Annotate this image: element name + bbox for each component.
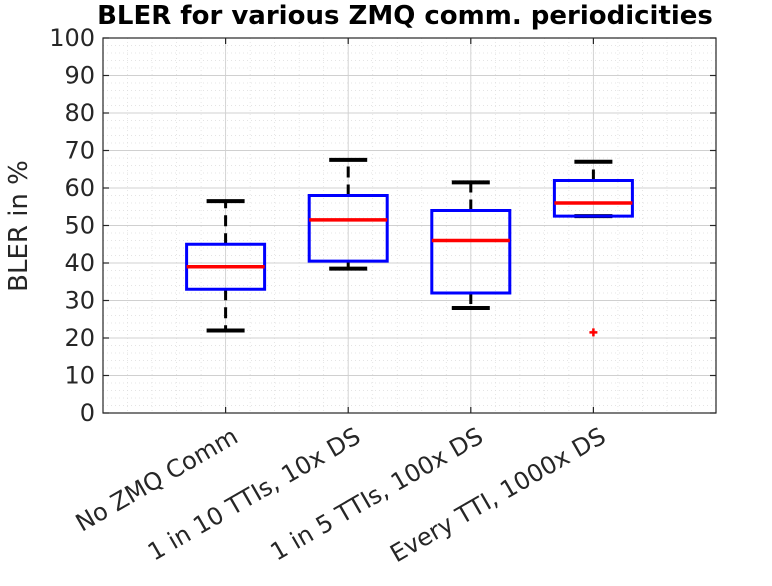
y-tick-label: 30 bbox=[64, 287, 95, 315]
box-iqr bbox=[430, 209, 512, 295]
y-tick-label: 90 bbox=[64, 62, 95, 90]
x-tick-label: 1 in 5 TTIs, 100x DS bbox=[266, 422, 488, 566]
box-iqr bbox=[552, 179, 634, 218]
x-tick-label: 1 in 10 TTIs, 10x DS bbox=[143, 422, 365, 566]
x-tick-label: Every TTI, 1000x DS bbox=[385, 422, 610, 568]
y-tick-label: 80 bbox=[64, 99, 95, 127]
y-tick-label: 20 bbox=[64, 324, 95, 352]
y-tick-label: 50 bbox=[64, 212, 95, 240]
y-tick-label: 0 bbox=[80, 399, 95, 427]
y-tick-label: 60 bbox=[64, 174, 95, 202]
box-iqr bbox=[307, 194, 389, 263]
chart-title: BLER for various ZMQ comm. periodicities bbox=[97, 1, 713, 31]
y-axis-label: BLER in % bbox=[4, 160, 34, 292]
y-tick-label: 70 bbox=[64, 137, 95, 165]
y-tick-label: 10 bbox=[64, 362, 95, 390]
y-tick-label: 100 bbox=[49, 24, 95, 52]
y-tick-label: 40 bbox=[64, 249, 95, 277]
